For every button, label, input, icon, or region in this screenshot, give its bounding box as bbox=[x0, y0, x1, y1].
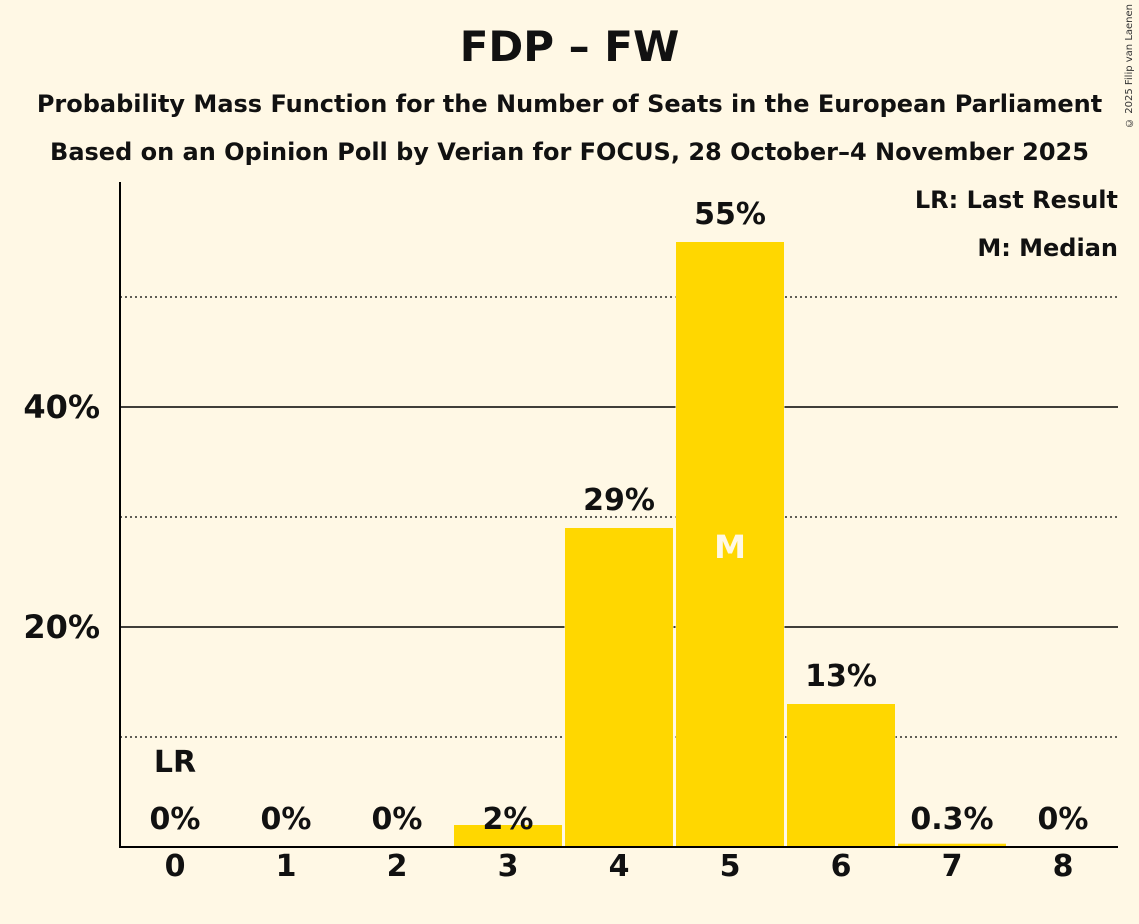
legend-last-result: LR: Last Result bbox=[914, 186, 1118, 214]
data-label: 0% bbox=[1038, 802, 1089, 837]
y-tick-label: 20% bbox=[23, 608, 100, 646]
x-tick-label: 7 bbox=[942, 849, 963, 884]
chart-subtitle-line-2: Based on an Opinion Poll by Verian for F… bbox=[50, 138, 1089, 166]
median-marker: M bbox=[714, 528, 746, 566]
x-tick-label: 8 bbox=[1053, 849, 1074, 884]
data-label: 2% bbox=[483, 802, 534, 837]
x-tick-label: 1 bbox=[276, 849, 297, 884]
data-labels: 0% 0% 0% 2% 29% 55% 13% 0.3% 0% LR M bbox=[150, 197, 1089, 837]
bar bbox=[787, 704, 895, 847]
x-tick-label: 0 bbox=[165, 849, 186, 884]
last-result-marker: LR bbox=[154, 745, 196, 780]
bars bbox=[453, 241, 1007, 847]
axes: 20% 40% 0 1 2 3 4 5 6 7 8 bbox=[23, 182, 1118, 884]
data-label: 0% bbox=[261, 802, 312, 837]
bar bbox=[676, 242, 784, 847]
data-label: 0.3% bbox=[910, 802, 993, 837]
x-tick-label: 5 bbox=[720, 849, 741, 884]
x-tick-label: 4 bbox=[609, 849, 630, 884]
x-tick-label: 3 bbox=[498, 849, 519, 884]
y-tick-label: 40% bbox=[23, 388, 100, 426]
bar bbox=[454, 825, 562, 847]
data-label: 0% bbox=[150, 802, 201, 837]
x-tick-label: 2 bbox=[387, 849, 408, 884]
bar bbox=[898, 843, 1006, 847]
chart-title: FDP – FW bbox=[459, 22, 680, 71]
legend-median: M: Median bbox=[977, 234, 1118, 262]
data-label: 29% bbox=[583, 483, 655, 518]
data-label: 55% bbox=[694, 197, 766, 232]
chart-subtitle-line-1: Probability Mass Function for the Number… bbox=[36, 90, 1103, 118]
x-tick-label: 6 bbox=[831, 849, 852, 884]
data-label: 13% bbox=[805, 659, 877, 694]
bar bbox=[565, 528, 673, 847]
data-label: 0% bbox=[372, 802, 423, 837]
gridlines bbox=[120, 296, 1118, 738]
